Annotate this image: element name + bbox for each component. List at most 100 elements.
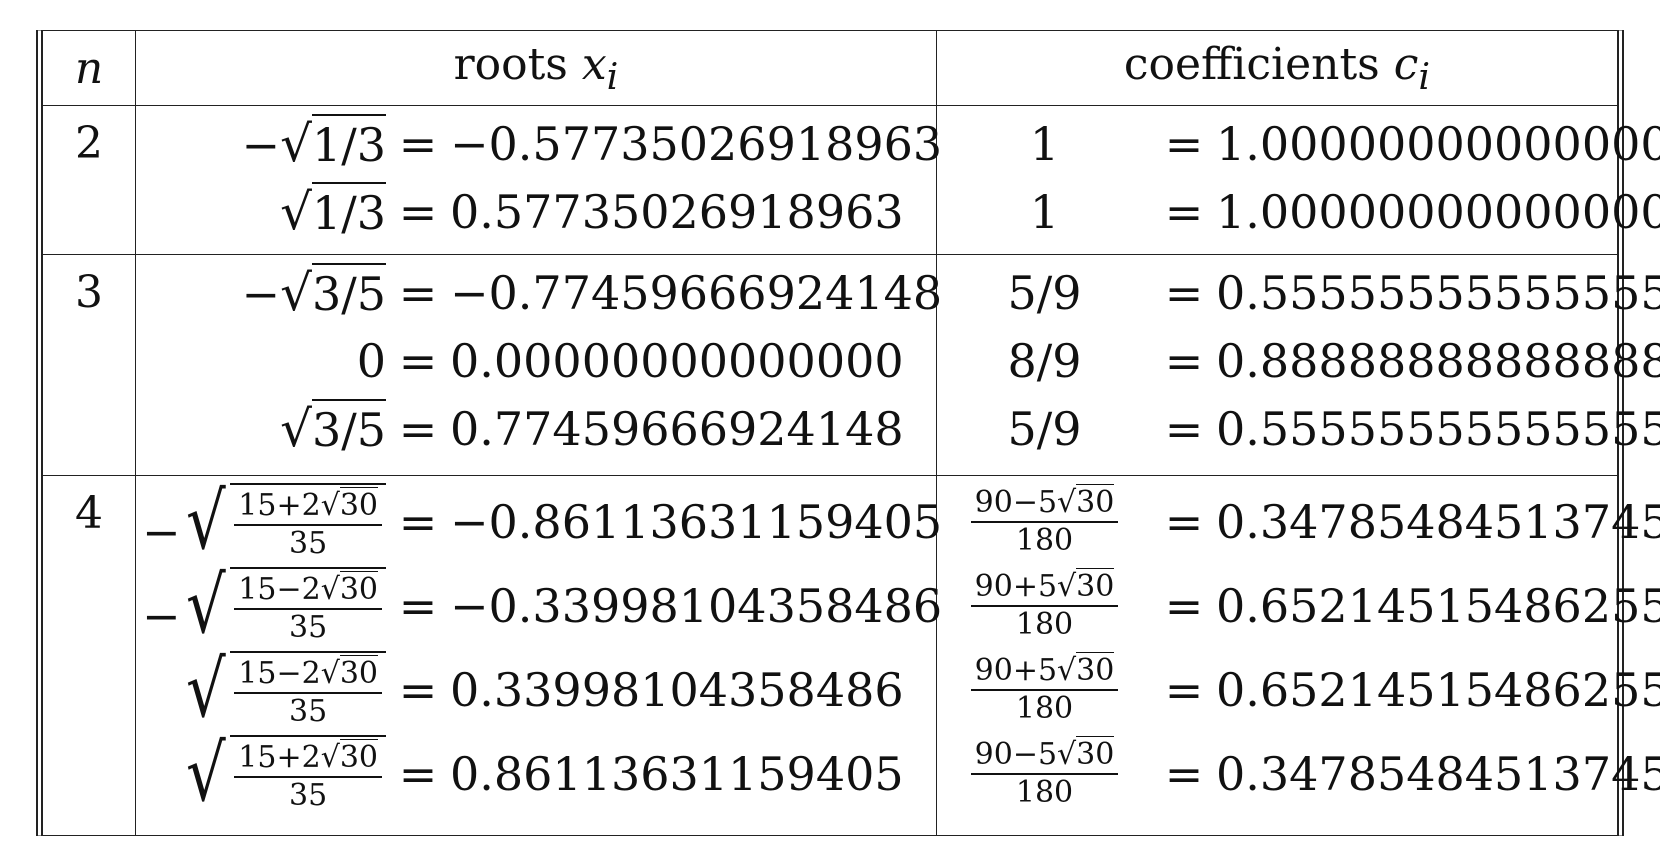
root-value: 0.77459666924148 [450,401,904,456]
radicand: 1/3 [311,182,386,240]
coefficients-cell: 90−5√30 180 = 0.34785484513745 90+5√30 180 = 0.… [937,475,1660,835]
coef-expr-text: 5/9 [1007,401,1082,456]
root-fraction: 15+2√30 35 [234,487,382,561]
sqrt-symbol: √ [1057,569,1077,605]
coefficient-value: 0.65214515486255 [1216,578,1660,633]
coefficient-expression: 5/9 [937,266,1152,320]
coefficient-line: 5/9 = 0.55555555555555 [937,395,1660,463]
radicand: 30 [1076,652,1115,689]
coefficient-value: 0.34785484513745 [1216,746,1660,801]
coefficient-expression: 5/9 [937,402,1152,456]
gauss-legendre-table: n roots xi coefficients ci 2 −√1/3 = −0.577… [43,31,1660,835]
roots-cell: −√1/3 = −0.57735026918963 √1/3 = 0.5773502691… [135,105,943,255]
equals-sign: = [398,578,438,633]
coef-expr-text: 1 [1029,185,1060,239]
root-fraction: 15+2√30 35 [234,739,382,813]
sqrt-symbol: √ [280,115,312,173]
coef-fraction: 90+5√30 180 [970,568,1119,642]
root-value: 0.00000000000000 [450,333,904,388]
coef-expr-text: 1 [1029,117,1060,171]
minus-sign: − [142,504,181,559]
coefficient-expression: 1 [937,117,1152,171]
equals-sign: = [1164,662,1204,717]
root-line: 0 = 0.00000000000000 [136,327,936,395]
equals-sign: = [1164,494,1204,549]
sqrt-inner: √30 [320,487,378,524]
radicand: 3/5 [311,398,386,457]
root-numerator: 15+2√30 [234,739,382,778]
coef-denominator: 180 [1015,690,1074,726]
coef-num-text: 90+5 [974,569,1058,605]
root-numerator: 15−2√30 [234,655,382,694]
equals-sign: = [1164,746,1204,801]
root-value: −0.86113631159405 [450,494,943,549]
root-value: −0.57735026918963 [450,117,943,171]
header-roots: roots xi [135,31,937,106]
coef-numerator: 90+5√30 [970,652,1119,691]
coefficient-line: 90−5√30 180 = 0.34785484513745 [937,732,1660,816]
table-group-row: 3 −√3/5 = −0.77459666924148 0 = 0.000000000000… [43,254,1660,476]
root-denominator: 35 [289,525,328,561]
sqrt-inner: √30 [321,655,378,692]
sqrt-symbol: √ [280,399,312,458]
root-expression: − √ 15+2√30 35 [136,476,386,567]
sqrt-symbol: √ [185,560,226,651]
root-expression: −√1/3 [136,114,386,173]
header-n: n [43,31,136,106]
equals-sign: = [398,401,438,456]
root-line: − √ 15+2√30 35 = −0.86113631159405 [136,476,943,567]
equals-sign: = [1164,401,1204,456]
root-expression: √ 15+2√30 35 [136,734,386,813]
coef-fraction: 90−5√30 180 [970,484,1119,556]
equals-sign: = [1164,185,1204,239]
coefficients-cell: 5/9 = 0.55555555555555 8/9 = 0.88888888888888… [937,254,1660,475]
coef-numerator: 90−5√30 [970,736,1119,775]
sqrt-symbol: √ [185,476,226,567]
root-line: − √ 15−2√30 35 = −0.33998104358486 [136,560,942,651]
gauss-legendre-table-frame: n roots xi coefficients ci 2 −√1/3 = −0.577… [36,30,1660,836]
root-num-text: 15+2 [238,740,321,776]
sqrt-symbol: √ [320,488,340,524]
root-value: 0.86113631159405 [450,746,904,801]
coefficient-expression: 90−5√30 180 [937,736,1152,808]
root-denominator: 35 [289,609,328,645]
root-denominator: 35 [289,693,328,729]
sqrt-symbol: √ [1057,737,1077,773]
coefficient-expression: 1 [937,185,1152,239]
root-expression: −√3/5 [136,262,386,322]
root-line: √ 15+2√30 35 = 0.86113631159405 [136,732,936,816]
coefficient-value: 1.00000000000000 [1216,185,1660,239]
coefficient-line: 1 = 1.00000000000000 [937,110,1660,178]
sqrt-symbol: √ [320,572,340,608]
coef-numerator: 90−5√30 [970,484,1119,523]
coef-numerator: 90+5√30 [970,568,1119,607]
equals-sign: = [1164,333,1204,388]
sqrt-inner: √30 [1057,736,1115,773]
sqrt-symbol: √ [320,740,340,776]
coef-denominator: 180 [1015,606,1074,642]
roots-cell: −√3/5 = −0.77459666924148 0 = 0.0000000000000… [135,254,942,476]
sqrt-symbol: √ [185,644,226,735]
radicand: 30 [339,571,378,608]
root-expression: − √ 15−2√30 35 [136,560,386,651]
equals-sign: = [398,117,438,171]
equals-sign: = [1164,265,1204,320]
coefficient-line: 8/9 = 0.88888888888888 [937,327,1660,395]
root-denominator: 35 [289,777,328,813]
big-radicand: 15−2√30 35 [230,650,386,729]
root-line: −√1/3 = −0.57735026918963 [136,110,943,178]
sqrt-symbol: √ [280,263,312,322]
radicand: 3/5 [311,262,386,321]
radicand: 1/3 [311,114,386,172]
coef-fraction: 90+5√30 180 [970,652,1119,726]
root-numerator: 15−2√30 [234,571,382,610]
equals-sign: = [1164,117,1204,171]
root-fraction: 15−2√30 35 [234,655,382,729]
sqrt-inner: √30 [320,571,378,608]
big-radicand: 15+2√30 35 [230,734,386,813]
equals-sign: = [398,185,438,239]
root-value: 0.33998104358486 [450,662,904,717]
root-expression: √1/3 [136,182,386,241]
root-plain: 0 [356,333,386,388]
root-line: √3/5 = 0.77459666924148 [136,395,936,463]
